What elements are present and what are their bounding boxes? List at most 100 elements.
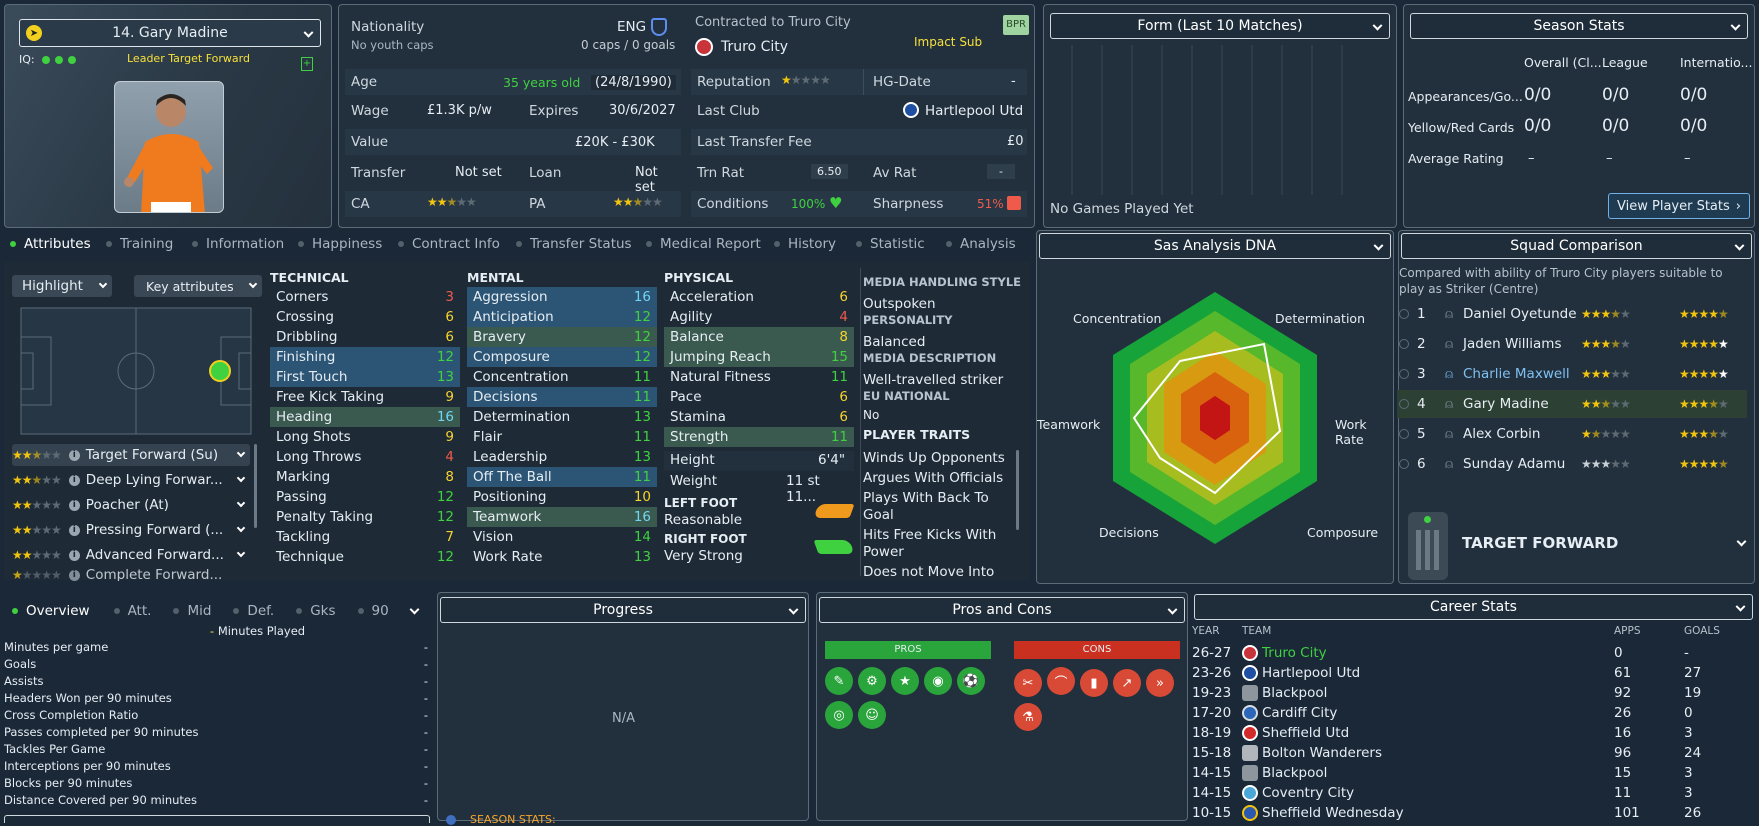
proscons-dropdown[interactable]: Pros and Cons [819, 597, 1185, 623]
right-foot-label: RIGHT FOOT [664, 532, 747, 546]
tab-analysis[interactable]: Analysis [946, 236, 1016, 252]
dna-hexagon-chart [1113, 292, 1317, 544]
career-row[interactable]: 17-20 Cardiff City 26 0 [1192, 705, 1693, 721]
traits-scrollbar[interactable] [1016, 450, 1019, 530]
personality-value: Balanced [863, 334, 926, 350]
attr-agility: Agility 4 [670, 309, 848, 325]
squad-row[interactable]: 1 ⍝ Daniel Oyetunde ★★★★★ ★★★★★ [1397, 300, 1747, 328]
squad-desc: Compared with ability of Truro City play… [1399, 266, 1723, 296]
media-style-title: MEDIA HANDLING STYLE [863, 275, 1022, 289]
roles-scrollbar[interactable] [254, 444, 257, 528]
dna-dropdown[interactable]: Sas Analysis DNA [1039, 233, 1391, 259]
pitch-diagram [20, 307, 252, 435]
role-advanced-forward[interactable]: ★★ ★★★ i Advanced Forward... [12, 544, 250, 566]
progress-dropdown[interactable]: Progress [440, 597, 806, 623]
tab-def[interactable]: Def. [233, 603, 274, 619]
trait-item: Does not Move Into Channels [863, 564, 995, 576]
club-name[interactable]: Truro City [721, 39, 789, 55]
season-dropdown[interactable]: Season Stats [1410, 13, 1748, 39]
season-col-intl: Internatio... [1680, 55, 1753, 70]
attr-flair: Flair 11 [473, 429, 651, 445]
view-player-stats-button[interactable]: View Player Stats › [1608, 193, 1750, 219]
eu-value: No [863, 408, 880, 422]
overview-chevron-icon[interactable] [409, 604, 420, 614]
dob-value: (24/8/1990) [591, 75, 676, 90]
role-target-forward[interactable]: ★★ ★ ★★ i Target Forward (Su) [12, 444, 250, 466]
tab-statistic[interactable]: Statistic [856, 236, 925, 252]
ball-icon: ⚽ [957, 667, 985, 695]
attr-strength: Strength 11 [664, 427, 854, 447]
career-header: YEAR TEAM APPS GOALS [1192, 625, 1720, 637]
attr-positioning: Positioning 10 [473, 489, 651, 505]
tab-att[interactable]: Att. [113, 603, 151, 619]
tab-attributes[interactable]: Attributes [10, 236, 91, 252]
player-name-select[interactable]: ➤ 14. Gary Madine [19, 19, 321, 47]
role-label: Leader Target Forward [127, 52, 250, 65]
role-deep-lying-forward[interactable]: ★★ ★ ★★ i Deep Lying Forwar... [12, 469, 250, 491]
career-row[interactable]: 18-19 Sheffield Utd 16 3 [1192, 725, 1693, 741]
key-attributes-dropdown[interactable]: Key attributes [134, 275, 262, 297]
nationality-label: Nationality [351, 19, 425, 35]
career-row[interactable]: 15-18 Bolton Wanderers 96 24 [1192, 745, 1702, 761]
tab-mid[interactable]: Mid [173, 603, 211, 619]
tab-transfer-status[interactable]: Transfer Status [516, 236, 632, 252]
iq-label: IQ: [19, 53, 76, 66]
tab-happiness[interactable]: Happiness [298, 236, 382, 252]
squad-row[interactable]: 6 ⍝ Sunday Adamu ★★★★★ ★★★★★ [1397, 450, 1747, 478]
contract-label: Contracted to Truro City [695, 15, 851, 30]
physical-title: PHYSICAL [664, 270, 734, 285]
role-pressing-forward[interactable]: ★★ ★★★ i Pressing Forward (... [12, 519, 250, 541]
role-complete-forward[interactable]: ★ ★★★★ i Complete Forward... [12, 569, 223, 581]
tab-90[interactable]: 90 [357, 603, 389, 619]
captain-icon: ➤ [26, 25, 42, 41]
player-name: 14. Gary Madine [112, 25, 228, 41]
squad-dropdown[interactable]: Squad Comparison [1401, 233, 1752, 259]
add-icon[interactable]: + [301, 57, 313, 71]
tab-medical-report[interactable]: Medical Report [646, 236, 761, 252]
tab-history[interactable]: History [774, 236, 836, 252]
value-row: Value £20K - £30K [345, 129, 681, 155]
sharpness-icon [1007, 196, 1021, 210]
tab-overview[interactable]: Overview [12, 603, 90, 619]
squad-row-current[interactable]: 4 ⍝ Gary Madine ★★★★★ ★★★★★ [1397, 390, 1747, 418]
squad-row[interactable]: 2 ⍝ Jaden Williams ★★★★★ ★★★★★ [1397, 330, 1747, 358]
role-poacher[interactable]: ★★ ★★★ i Poacher (At) [12, 494, 250, 516]
tab-contract-info[interactable]: Contract Info [398, 236, 500, 252]
attr-balance: Balance 8 [664, 327, 854, 347]
star-icon: ★ [891, 667, 919, 695]
career-row[interactable]: 14-15 Coventry City 11 3 [1192, 785, 1693, 801]
season-row-cards: Yellow/Red Cards 0/0 0/0 0/0 [1408, 116, 1708, 136]
flask-icon: ⚗ [1014, 703, 1042, 731]
reputation-stars: ★★★★★ [781, 73, 831, 87]
attr-leadership: Leadership 13 [473, 449, 651, 465]
form-dropdown[interactable]: Form (Last 10 Matches) [1050, 13, 1390, 39]
career-panel: Career Stats [1192, 592, 1755, 821]
tab-information[interactable]: Information [192, 236, 284, 252]
season-col-overall: Overall (Cl... [1524, 55, 1602, 70]
media-column [860, 268, 1024, 576]
media-style-value: Outspoken [863, 296, 936, 312]
cons-header: CONS [1014, 641, 1180, 659]
pa-stars: ★★★★★ [613, 195, 663, 209]
tab-gks[interactable]: Gks [296, 603, 336, 619]
career-row[interactable]: 19-23 Blackpool 92 19 [1192, 685, 1702, 701]
highlight-dropdown[interactable]: Highlight [12, 275, 112, 297]
season-stats-link[interactable]: SEASON STATS: [446, 813, 556, 826]
attr-teamwork: Teamwork 16 [467, 507, 657, 527]
transfer-row: Transfer Not set Loan Not set [351, 165, 658, 195]
tab-training[interactable]: Training [106, 236, 173, 252]
attr-long-throws: Long Throws 4 [276, 449, 454, 465]
squad-row[interactable]: 5 ⍝ Alex Corbin ★★★★★ ★★★★★ [1397, 420, 1747, 448]
overview-bottom-button[interactable] [4, 815, 430, 823]
career-row[interactable]: 23-26 Hartlepool Utd 61 27 [1192, 665, 1702, 681]
career-row[interactable]: 26-27 Truro City 0- [1192, 645, 1689, 661]
career-row[interactable]: 14-15 Blackpool 15 3 [1192, 765, 1693, 781]
mental-title: MENTAL [467, 270, 524, 285]
squad-row[interactable]: 3 ⍝ Charlie Maxwell ★★★★★ ★★★★★ [1397, 360, 1747, 388]
left-foot-label: LEFT FOOT [664, 496, 738, 510]
career-dropdown[interactable]: Career Stats [1194, 594, 1753, 620]
progress-panel: Progress N/A SEASON STATS: [437, 592, 809, 826]
career-row[interactable]: 10-15 Sheffield Wednesday 101 26 [1192, 805, 1702, 821]
nation-badge-icon [651, 18, 667, 36]
profile-card: ➤ 14. Gary Madine IQ: Leader Target Forw… [4, 4, 332, 228]
